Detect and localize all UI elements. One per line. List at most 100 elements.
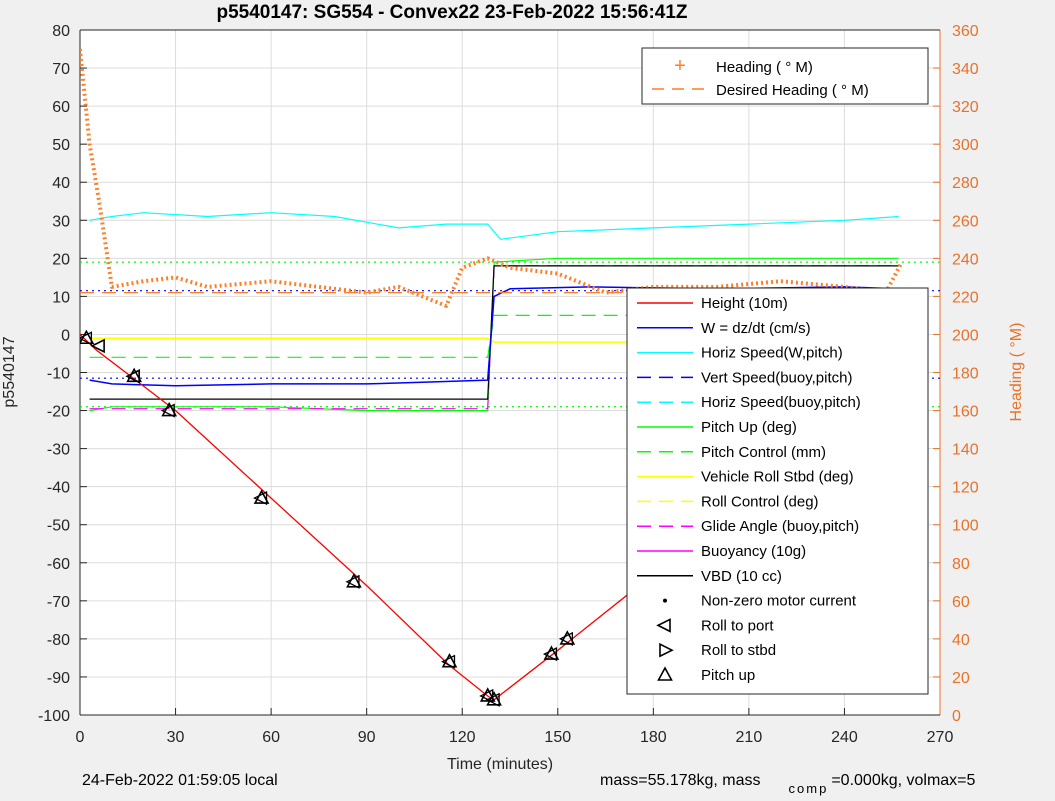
y2-tick-label: 160 <box>952 404 979 421</box>
y2-tick-label: 140 <box>952 442 979 459</box>
y-tick-label: -100 <box>38 708 70 725</box>
legend-label-pitch-control-mm: Pitch Control (mm) <box>701 444 826 461</box>
roll-to-port-marker <box>90 338 105 354</box>
legend-label-horiz-speed-w-pitch: Horiz Speed(W,pitch) <box>701 345 843 362</box>
legend-label-buoyancy-10g: Buoyancy (10g) <box>701 543 806 560</box>
pitch-up-marker <box>80 329 95 345</box>
y-tick-label: 10 <box>52 289 70 306</box>
legend-marker-non-zero-motor-current <box>663 598 667 603</box>
legend-label-vbd-10-cc: VBD (10 cc) <box>701 568 782 585</box>
y-axis-label: p5540147 <box>1 336 18 407</box>
y2-tick-label: 280 <box>952 175 979 192</box>
legend-heading-icon: + <box>674 55 686 77</box>
roll-to-port-marker <box>253 491 268 506</box>
x-tick-label: 240 <box>831 729 858 746</box>
pitch-up-marker <box>559 630 576 645</box>
legend-heading-label: Heading ( ° M) <box>716 59 813 76</box>
pitch-up-marker <box>253 489 270 504</box>
y2-tick-label: 40 <box>952 632 970 649</box>
legend-label-roll-to-stbd: Roll to stbd <box>701 642 776 659</box>
pitch-up-marker <box>441 653 458 668</box>
series-line-horiz-speed-w-pitch <box>89 212 899 240</box>
y-tick-label: 20 <box>52 251 70 268</box>
legend-desired-heading-label: Desired Heading ( ° M) <box>716 82 869 99</box>
x-tick-label: 30 <box>167 729 185 746</box>
roll-to-port-marker <box>80 331 93 346</box>
legend-label-horiz-speed-buoy-pitch: Horiz Speed(buoy,pitch) <box>701 394 861 411</box>
y2-tick-label: 260 <box>952 213 979 230</box>
y-tick-label: 70 <box>52 61 70 78</box>
y-tick-label: -20 <box>47 404 70 421</box>
y-tick-label: 0 <box>61 327 70 344</box>
footer-comp-sub: comp <box>788 781 829 796</box>
x-tick-label: 90 <box>358 729 376 746</box>
y2-tick-label: 0 <box>952 708 961 725</box>
legend-label-non-zero-motor-current: Non-zero motor current <box>701 593 857 610</box>
y2-tick-label: 220 <box>952 289 979 306</box>
x-tick-label: 270 <box>927 729 954 746</box>
footer-local-time: 24-Feb-2022 01:59:05 local <box>82 772 278 789</box>
pitch-up-marker <box>161 401 178 417</box>
roll-to-port-marker <box>558 631 573 646</box>
legend-heading: + Heading ( ° M) Desired Heading ( ° M) <box>641 47 929 105</box>
y-tick-label: -40 <box>47 480 70 497</box>
y-tick-label: 80 <box>52 23 70 40</box>
legend-label-w-dz-dt-cm-s: W = dz/dt (cm/s) <box>701 320 811 337</box>
y2-tick-label: 100 <box>952 518 979 535</box>
footer-comp-rest: =0.000kg, volmax=5 <box>831 772 976 789</box>
y2-tick-label: 120 <box>952 480 979 497</box>
y2-tick-label: 60 <box>952 594 970 611</box>
legend-label-vehicle-roll-stbd-deg: Vehicle Roll Stbd (deg) <box>701 469 854 486</box>
y2-tick-label: 340 <box>952 61 979 78</box>
x-tick-label: 120 <box>449 729 476 746</box>
legend-label-pitch-up-deg: Pitch Up (deg) <box>701 419 797 436</box>
legend-marker-roll-to-stbd <box>659 642 674 658</box>
legend-label-vert-speed-buoy-pitch: Vert Speed(buoy,pitch) <box>701 369 852 386</box>
series-line-pitch-up-deg <box>89 257 899 412</box>
axes: 0 30 60 90 120 150 180 210 240 270 80 70 60 50 40 30 20 1… <box>38 23 979 746</box>
footer-mass-text: mass=55.178kg, mass <box>600 772 761 789</box>
y-tick-label: 40 <box>52 175 70 192</box>
y2-axis-label: Heading ( °M) <box>1008 323 1025 422</box>
pitch-up-marker <box>486 691 502 706</box>
legend-label-roll-control-deg: Roll Control (deg) <box>701 493 819 510</box>
x-tick-label: 150 <box>544 729 571 746</box>
legend-marker-pitch-up <box>657 666 673 681</box>
y2-tick-label: 320 <box>952 99 979 116</box>
legend-label-glide-angle-buoy-pitch: Glide Angle (buoy,pitch) <box>701 518 859 535</box>
roll-to-port-marker <box>125 369 140 384</box>
y-tick-label: -30 <box>47 442 70 459</box>
y-tick-label: 50 <box>52 137 70 154</box>
y2-tick-label: 360 <box>952 23 979 40</box>
legend-label-roll-to-port: Roll to port <box>701 617 774 634</box>
series-line-heading-m <box>80 48 904 308</box>
y-tick-label: -80 <box>47 632 70 649</box>
y-tick-label: -10 <box>47 366 70 383</box>
pitch-up-marker <box>543 645 560 660</box>
roll-to-port-marker <box>485 692 500 707</box>
x-tick-label: 180 <box>640 729 667 746</box>
roll-to-port-marker <box>160 403 175 418</box>
legend-marker-roll-to-port <box>656 618 671 633</box>
footer-mass: mass=55.178kg, mass comp =0.000kg, volmax=… <box>600 772 976 796</box>
pitch-up-marker <box>479 687 496 702</box>
y2-tick-label: 180 <box>952 366 979 383</box>
roll-to-port-marker <box>345 574 360 589</box>
y-tick-label: -60 <box>47 556 70 573</box>
x-tick-label: 60 <box>262 729 280 746</box>
y-tick-label: -50 <box>47 518 70 535</box>
x-tick-label: 210 <box>736 729 763 746</box>
legend-label-pitch-up: Pitch up <box>701 667 755 684</box>
y2-tick-label: 20 <box>952 670 970 687</box>
roll-to-port-marker <box>441 654 456 669</box>
legend-label-height-10m: Height (10m) <box>701 295 788 312</box>
chart-title: p5540147: SG554 - Convex22 23-Feb-2022 1… <box>216 2 687 23</box>
y2-tick-label: 240 <box>952 251 979 268</box>
x-tick-label: 0 <box>76 729 85 746</box>
x-axis-label: Time (minutes) <box>447 756 553 773</box>
y-tick-label: -70 <box>47 594 70 611</box>
roll-to-port-marker <box>542 647 558 662</box>
y2-tick-label: 80 <box>952 556 970 573</box>
y-tick-label: 60 <box>52 99 70 116</box>
